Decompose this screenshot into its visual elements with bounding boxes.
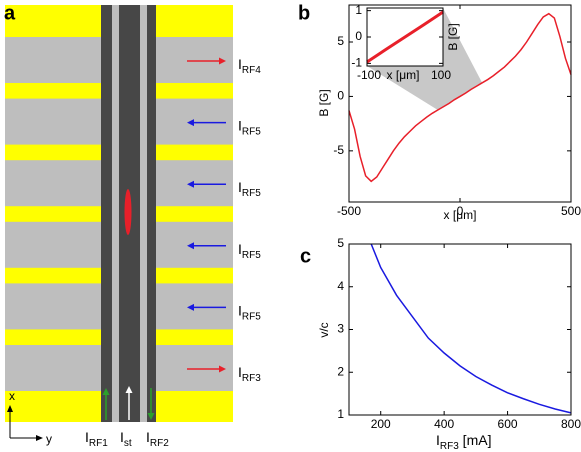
text-part: I xyxy=(238,364,242,380)
plot-frame xyxy=(348,243,572,416)
axis-indicator-head xyxy=(7,405,13,412)
current-label: IRF3 xyxy=(238,364,261,384)
axis-indicator-label: y xyxy=(46,432,52,446)
y-axis-label: B [G] xyxy=(317,89,331,116)
y-tick-label: 1 xyxy=(355,3,362,17)
y-tick-label: 0 xyxy=(337,89,344,103)
current-label: IRF5 xyxy=(238,117,261,137)
subscript: RF5 xyxy=(242,127,261,138)
y-tick-label: 5 xyxy=(337,34,344,48)
text-part: I xyxy=(146,429,150,445)
x-axis-label: IRF3 [mA] xyxy=(436,432,491,452)
line xyxy=(370,243,572,414)
x-tick-label: 100 xyxy=(431,68,451,82)
text-part: I xyxy=(436,432,440,448)
subscript: RF3 xyxy=(440,441,459,452)
y-tick-label: 1 xyxy=(337,407,344,421)
x-axis-label: x [μm] xyxy=(444,208,477,222)
text-part: I xyxy=(120,429,124,445)
current-arrow-head xyxy=(219,365,226,373)
y-tick-label: -5 xyxy=(333,143,344,157)
text-part: I xyxy=(238,241,242,257)
subscript: RF3 xyxy=(242,373,261,384)
text-part: [mA] xyxy=(459,432,492,448)
subscript: RF5 xyxy=(242,188,261,199)
panel-label: c xyxy=(300,245,311,267)
current-label: IRF5 xyxy=(238,241,261,261)
subscript: RF5 xyxy=(242,312,261,323)
current-label: IRF5 xyxy=(238,302,261,322)
atom-cloud xyxy=(124,189,132,235)
current-arrow-head xyxy=(187,180,194,188)
current-arrow-head xyxy=(125,386,133,393)
current-arrow-head xyxy=(219,57,226,65)
text-part: I xyxy=(85,429,89,445)
axis-indicator-label: x xyxy=(9,389,15,403)
wire-label: Ist xyxy=(120,429,132,449)
current-arrow-head xyxy=(187,242,194,250)
x-tick-label: 0 xyxy=(457,204,464,218)
x-tick-label: 500 xyxy=(561,204,581,218)
y-tick-label: 2 xyxy=(337,364,344,378)
wire-label: IRF1 xyxy=(85,429,108,449)
current-label: IRF5 xyxy=(238,179,261,199)
current-arrow-head xyxy=(187,119,194,127)
y-tick-label: 0 xyxy=(355,29,362,43)
x-tick-label: 400 xyxy=(434,417,454,431)
x-tick-label: -500 xyxy=(337,204,361,218)
panel-label: a xyxy=(4,2,16,24)
subscript: RF4 xyxy=(242,65,261,76)
line xyxy=(366,10,444,64)
text-part: I xyxy=(238,56,242,72)
text-part: I xyxy=(238,302,242,318)
x-axis-label: x [μm] xyxy=(387,68,420,82)
text-part: I xyxy=(238,179,242,195)
plot-frame xyxy=(366,7,444,67)
current-arrow-head xyxy=(147,413,155,420)
subscript: RF1 xyxy=(89,438,108,449)
wire xyxy=(147,5,156,422)
y-tick-label: 5 xyxy=(337,236,344,250)
y-tick-label: 4 xyxy=(337,279,344,293)
x-tick-label: 200 xyxy=(371,417,391,431)
line xyxy=(348,12,572,183)
wire-label: IRF2 xyxy=(146,429,169,449)
panel-label: b xyxy=(298,2,310,24)
x-tick-label: 600 xyxy=(498,417,518,431)
axis-indicator-head xyxy=(36,435,43,441)
y-tick-label: 3 xyxy=(337,322,344,336)
subscript: RF2 xyxy=(150,438,169,449)
wire xyxy=(101,5,112,422)
current-arrow-head xyxy=(102,388,110,395)
current-arrow-head xyxy=(187,303,194,311)
y-axis-label: B [G] xyxy=(446,23,460,50)
text-part: I xyxy=(238,117,242,133)
subscript: RF5 xyxy=(242,250,261,261)
x-tick-label: 800 xyxy=(561,417,581,431)
y-axis-label: v/c xyxy=(317,322,331,337)
current-label: IRF4 xyxy=(238,56,261,76)
subscript: st xyxy=(124,438,132,449)
diagram xyxy=(5,5,233,422)
x-tick-label: -100 xyxy=(357,68,381,82)
y-tick-label: -1 xyxy=(351,56,362,70)
plot-area xyxy=(349,244,571,415)
plot-frame xyxy=(348,4,572,203)
